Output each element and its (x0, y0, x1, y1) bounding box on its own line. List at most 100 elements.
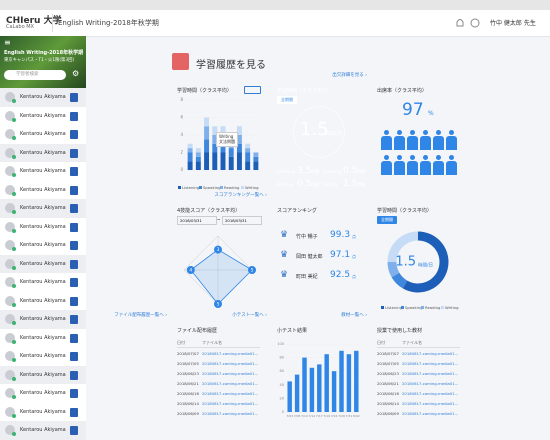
table-cell[interactable]: 20180617-coming-media01... (402, 371, 459, 376)
word-icon[interactable] (70, 333, 78, 343)
word-icon[interactable] (70, 204, 78, 213)
student-row[interactable]: Kentarou Akiyama (0, 254, 86, 274)
date-select[interactable]: 2018/03/31 (177, 216, 217, 225)
student-row[interactable]: Kentarou Akiyama (0, 106, 86, 126)
x-tick-label: 7/19 (323, 414, 330, 418)
avatar (5, 110, 15, 121)
student-list: Kentarou Akiyama Kentarou Akiyama Kentarou… (0, 88, 86, 440)
student-row[interactable]: Kentarou Akiyama (0, 402, 86, 422)
bar-segment (187, 161, 193, 170)
word-icon[interactable] (70, 389, 78, 398)
avatar (5, 314, 15, 324)
student-row[interactable]: Kentarou Akiyama (0, 162, 86, 182)
student-row[interactable]: Kentarou Akiyama (0, 273, 86, 293)
link[interactable]: 教材一覧へ › (341, 313, 367, 318)
table-cell[interactable]: 20180617-coming-media01... (402, 381, 459, 386)
logo[interactable]: CHIeru 大学 (6, 16, 62, 26)
period-button[interactable]: 全期間 (277, 96, 297, 104)
word-icon[interactable] (70, 315, 78, 324)
user-name[interactable]: 竹中 健太郎 先生 (490, 20, 536, 27)
student-row[interactable]: Kentarou Akiyama (0, 125, 86, 145)
word-icon[interactable] (70, 130, 78, 139)
skill-unit: 時間 (357, 182, 365, 187)
link[interactable]: 出欠詳細を見る › (332, 73, 367, 78)
filter-icon[interactable]: ⚙ (72, 69, 80, 78)
avatar (5, 129, 15, 139)
skill-value: 1.5 (343, 179, 358, 189)
person-body (381, 161, 392, 175)
word-icon[interactable] (70, 370, 78, 380)
person-body (394, 161, 405, 175)
table-cell[interactable]: 20180617-coming-media01... (202, 401, 259, 406)
bar-segment (228, 156, 234, 170)
skill-unit: 時間 (311, 169, 319, 174)
status-dot (12, 284, 16, 288)
card-title: 学習時間（クラス平均） (177, 88, 232, 94)
student-row[interactable]: Kentarou Akiyama (0, 328, 86, 348)
chart: 0 20 40 60 80 100 7/03 7/05 7/10 7/12 7/17 7/19 7/24… (277, 342, 360, 418)
student-name: Kentarou Akiyama (20, 260, 66, 267)
student-row[interactable]: Kentarou Akiyama (0, 365, 86, 385)
page-title: 学習履歴を見る (196, 60, 266, 71)
table-header: 日付 (177, 340, 185, 345)
table-header: 日付 (377, 340, 385, 345)
word-icon[interactable] (70, 259, 78, 269)
search-input[interactable]: 学習者検索 (4, 70, 66, 80)
radar-value: 5 (251, 268, 254, 274)
x-tick-label: 8/02 (353, 414, 360, 418)
bar-segment (236, 143, 242, 153)
link[interactable]: 小テスト一覧へ › (232, 313, 267, 318)
menu-icon[interactable]: ≡ (4, 38, 11, 47)
student-row[interactable]: Kentarou Akiyama (0, 236, 86, 256)
status-dot (12, 302, 16, 307)
student-row[interactable]: Kentarou Akiyama (0, 143, 86, 163)
student-row[interactable]: Kentarou Akiyama (0, 384, 86, 404)
link[interactable]: スコアランキング一覧へ › (214, 193, 267, 198)
student-row[interactable]: Kentarou Akiyama (0, 347, 86, 367)
table-cell[interactable]: 20180617-coming-media01... (402, 351, 459, 356)
student-row[interactable]: Kentarou Akiyama (0, 217, 86, 237)
legend-label: Reading (224, 185, 240, 190)
student-row[interactable]: Kentarou Akiyama (0, 199, 86, 219)
status-dot (12, 339, 16, 344)
table-cell[interactable]: 20180617-coming-media01... (402, 391, 459, 396)
table-cell[interactable]: 20180617-coming-media01... (402, 401, 459, 406)
word-icon[interactable] (70, 185, 78, 195)
word-icon[interactable] (70, 241, 78, 250)
table-cell[interactable]: 20180617-coming-media01... (202, 391, 259, 396)
person-body (407, 161, 418, 175)
date-select[interactable]: 2018/03/31 (222, 216, 262, 225)
word-icon[interactable] (70, 111, 78, 121)
table-cell[interactable]: 20180617-coming-media01... (202, 371, 259, 376)
student-row[interactable]: Kentarou Akiyama (0, 421, 86, 440)
bar (324, 354, 329, 412)
word-icon[interactable] (70, 426, 78, 435)
status-dot (12, 376, 16, 381)
crown-icon: ♛ (280, 230, 289, 240)
student-row[interactable]: Kentarou Akiyama (0, 310, 86, 330)
period-button[interactable]: 全期間 (377, 216, 397, 224)
table-cell[interactable]: 20180617-coming-media01... (402, 361, 459, 366)
settings-icon[interactable] (470, 18, 480, 28)
word-icon[interactable] (70, 167, 78, 176)
word-icon[interactable] (70, 407, 78, 417)
header-icons[interactable] (454, 16, 484, 30)
table-cell[interactable]: 20180617-coming-media01... (402, 411, 459, 416)
table-cell[interactable]: 20180617-coming-media01... (202, 351, 259, 356)
word-icon[interactable] (70, 148, 78, 158)
table-cell[interactable]: 20180617-coming-media01... (202, 411, 259, 416)
word-icon[interactable] (70, 93, 78, 102)
word-icon[interactable] (70, 222, 78, 232)
link[interactable]: ファイル配布履歴一覧へ › (114, 313, 167, 318)
word-icon[interactable] (70, 278, 78, 287)
table-cell[interactable]: 20180617-coming-media01... (202, 381, 259, 386)
student-row[interactable]: Kentarou Akiyama (0, 291, 86, 311)
student-row[interactable]: Kentarou Akiyama (0, 180, 86, 200)
avatar (5, 166, 15, 176)
word-icon[interactable] (70, 296, 78, 306)
student-row[interactable]: Kentarou Akiyama (0, 88, 86, 108)
table-cell[interactable]: 20180617-coming-media01... (202, 361, 259, 366)
avatar (5, 351, 15, 361)
word-icon[interactable] (70, 352, 78, 361)
bell-icon[interactable] (456, 19, 464, 27)
